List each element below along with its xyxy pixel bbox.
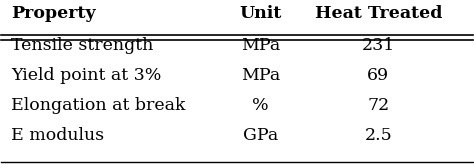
Text: MPa: MPa	[241, 37, 280, 54]
Text: Property: Property	[11, 5, 95, 22]
Text: Tensile strength: Tensile strength	[11, 37, 153, 54]
Text: Elongation at break: Elongation at break	[11, 97, 185, 114]
Text: MPa: MPa	[241, 67, 280, 84]
Text: 231: 231	[362, 37, 395, 54]
Text: %: %	[252, 97, 269, 114]
Text: 2.5: 2.5	[365, 127, 392, 144]
Text: Yield point at 3%: Yield point at 3%	[11, 67, 161, 84]
Text: 72: 72	[367, 97, 390, 114]
Text: GPa: GPa	[243, 127, 278, 144]
Text: 69: 69	[367, 67, 390, 84]
Text: E modulus: E modulus	[11, 127, 104, 144]
Text: Unit: Unit	[239, 5, 282, 22]
Text: Heat Treated: Heat Treated	[315, 5, 442, 22]
